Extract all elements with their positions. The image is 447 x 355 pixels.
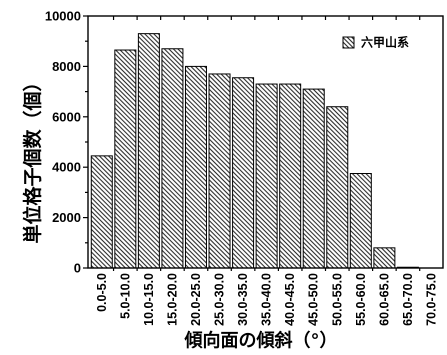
y-tick-label: 10000 xyxy=(45,9,81,24)
x-tick-label: 35.0-40.0 xyxy=(260,273,274,326)
bar-8 xyxy=(255,83,278,269)
bar-11 xyxy=(326,106,349,269)
x-tick-label: 15.0-20.0 xyxy=(165,273,179,326)
y-tick-label: 8000 xyxy=(52,59,81,74)
y-axis-tick-labels: 0 2000 4000 6000 8000 10000 xyxy=(45,9,81,276)
bar-9 xyxy=(279,83,302,269)
bar-1 xyxy=(90,155,113,269)
x-tick-label: 45.0-50.0 xyxy=(307,273,321,326)
bar-10 xyxy=(302,88,325,269)
bar-5 xyxy=(184,65,207,269)
x-tick-label: 60.0-65.0 xyxy=(377,273,391,326)
bar-13 xyxy=(373,247,396,269)
x-tick-label: 55.0-60.0 xyxy=(354,273,368,326)
bar-12 xyxy=(349,173,372,269)
x-tick-label: 20.0-25.0 xyxy=(189,273,203,326)
bar-4 xyxy=(161,48,184,269)
bar-3 xyxy=(137,33,160,269)
x-tick-label: 5.0-10.0 xyxy=(118,273,132,319)
y-tick-label: 6000 xyxy=(52,109,81,124)
y-tick-label: 4000 xyxy=(52,160,81,175)
y-axis-title: 単位格子個数（個） xyxy=(21,72,44,243)
legend: 六甲山系 xyxy=(342,35,409,50)
x-axis-title: 傾向面の傾斜（°） xyxy=(184,330,338,352)
legend-label: 六甲山系 xyxy=(361,35,409,50)
x-tick-label: 25.0-30.0 xyxy=(213,273,227,326)
legend-swatch xyxy=(342,36,355,49)
x-axis-tick-labels: 0.0-5.0 5.0-10.0 10.0-15.0 15.0-20.0 20.0-25… xyxy=(95,273,439,326)
y-tick-label: 0 xyxy=(74,261,81,276)
bar-6 xyxy=(208,73,231,269)
x-tick-label: 10.0-15.0 xyxy=(142,273,156,326)
x-tick-label: 65.0-70.0 xyxy=(401,273,415,326)
tick-marks xyxy=(83,15,421,271)
x-tick-label: 70.0-75.0 xyxy=(424,273,438,326)
x-tick-label: 40.0-45.0 xyxy=(283,273,297,326)
bar-2 xyxy=(114,49,137,269)
bars xyxy=(90,33,419,269)
x-tick-label: 0.0-5.0 xyxy=(95,273,109,312)
x-tick-label: 30.0-35.0 xyxy=(236,273,250,326)
bar-7 xyxy=(232,77,255,269)
x-tick-label: 50.0-55.0 xyxy=(330,273,344,326)
y-tick-label: 2000 xyxy=(52,210,81,225)
